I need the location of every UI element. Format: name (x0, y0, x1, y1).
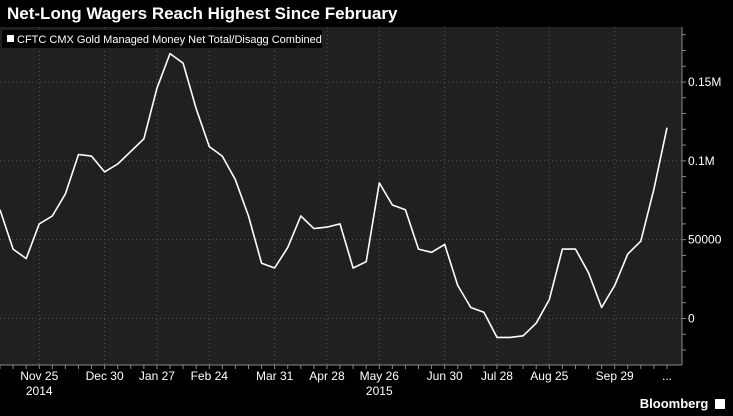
series-line (0, 52, 668, 339)
x-tick-label: Jul 28 (481, 369, 513, 383)
legend: CFTC CMX Gold Managed Money Net Total/Di… (2, 30, 322, 48)
x-axis: Nov 25 Dec 30 Jan 27 Feb 24 Mar 31 Apr 28 May … (0, 364, 682, 398)
brand-text: Bloomberg (639, 396, 709, 411)
x-tick-label: ... (662, 369, 672, 383)
legend-background (2, 30, 322, 48)
x-tick-label: Sep 29 (596, 369, 634, 383)
legend-swatch (7, 35, 14, 42)
x-tick-label: Aug 25 (530, 369, 568, 383)
y-axis: 0 50000 0.1M 0.15M (681, 27, 722, 365)
brand-icon (715, 399, 725, 409)
y-tick-label: 0 (688, 312, 695, 326)
plot-background (0, 27, 682, 365)
x-tick-label: Nov 25 (20, 369, 58, 383)
y-tick-label: 0.15M (688, 75, 721, 89)
x-tick-label: Apr 28 (309, 369, 345, 383)
chart-title: Net-Long Wagers Reach Highest Since Febr… (7, 4, 398, 23)
x-tick-label: Feb 24 (191, 369, 229, 383)
brand-logo: Bloomberg (640, 396, 725, 411)
legend-label: CFTC CMX Gold Managed Money Net Total/Di… (17, 34, 322, 46)
x-tick-label: Jun 30 (427, 369, 463, 383)
x-tick-label: May 26 (360, 369, 400, 383)
y-tick-label: 50000 (688, 233, 722, 247)
gridlines (0, 27, 682, 365)
x-tick-label: Jan 27 (139, 369, 175, 383)
y-tick-label: 0.1M (688, 154, 715, 168)
x-tick-label: Mar 31 (256, 369, 294, 383)
year-label: 2014 (26, 384, 53, 398)
x-tick-label: Dec 30 (86, 369, 124, 383)
year-label: 2015 (366, 384, 393, 398)
